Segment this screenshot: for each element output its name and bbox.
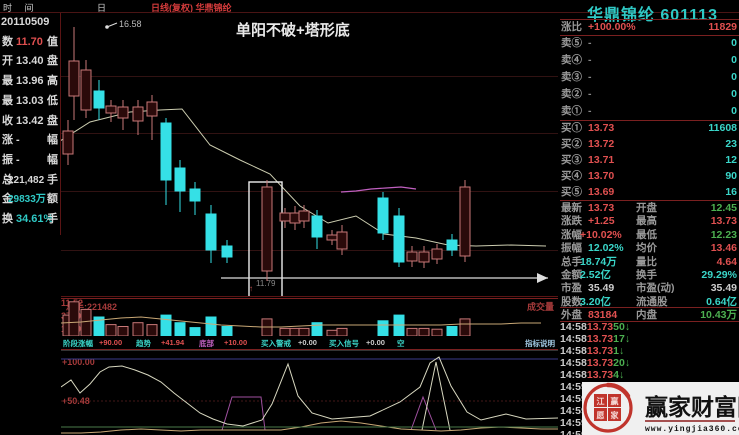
svg-text:11.79: 11.79 [256, 279, 276, 288]
svg-text:赢家财富网: 赢家财富网 [645, 394, 739, 420]
svg-text:江: 江 [597, 396, 605, 406]
svg-text:16.58: 16.58 [119, 19, 142, 29]
svg-text:家: 家 [611, 410, 620, 420]
svg-text:赢: 赢 [611, 396, 619, 406]
svg-text:愿: 愿 [597, 411, 605, 420]
svg-text:单阳不破+塔形底: 单阳不破+塔形底 [236, 21, 350, 39]
svg-text:www.yingjia360.com: www.yingjia360.com [645, 425, 739, 434]
svg-text:↑: ↑ [249, 284, 253, 293]
